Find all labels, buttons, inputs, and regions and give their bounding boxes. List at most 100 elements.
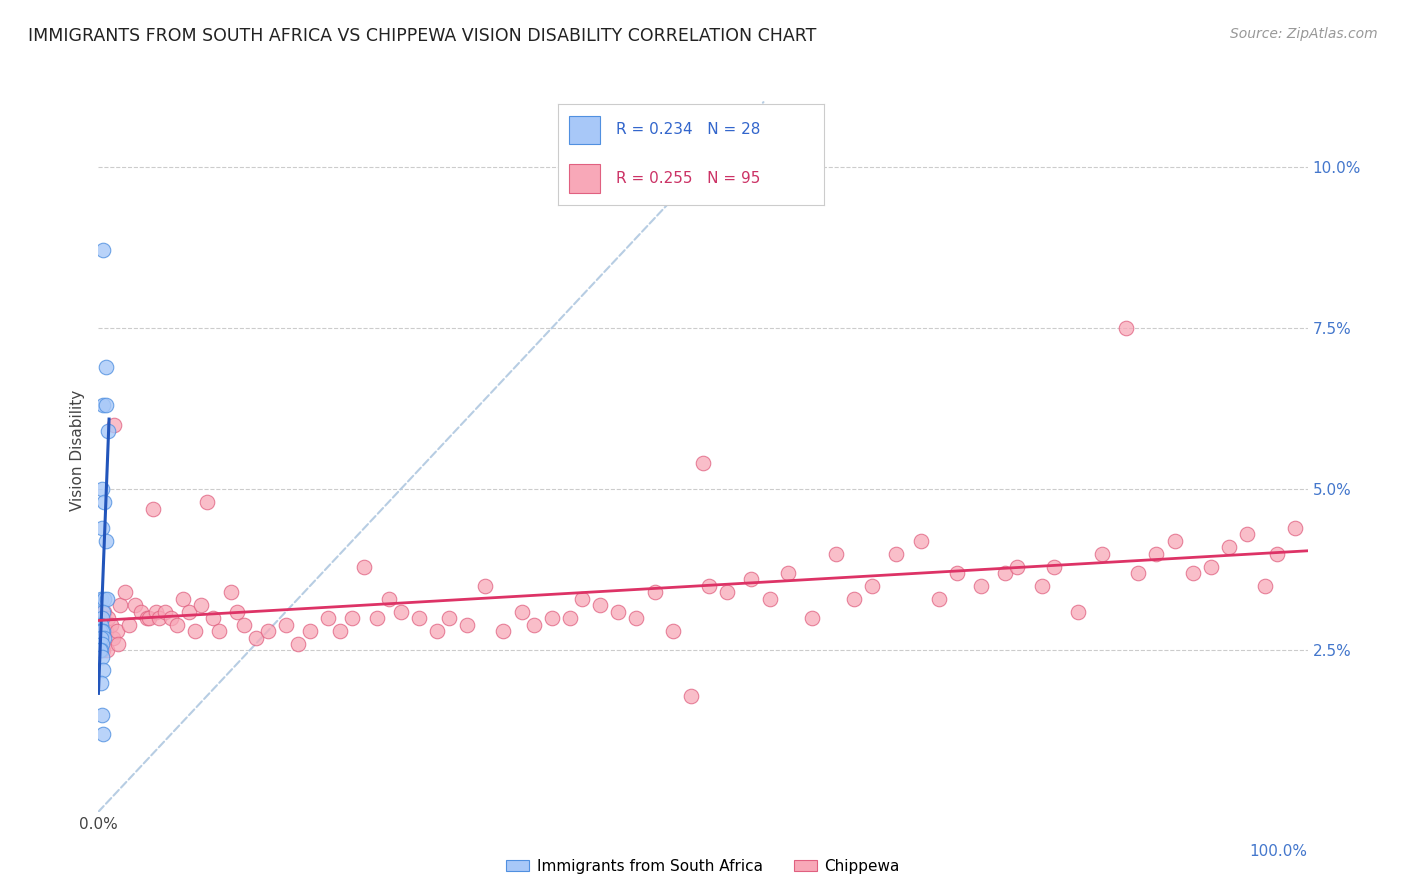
- Point: [91, 643, 114, 657]
- Point: [776, 566, 799, 580]
- Point: [91, 521, 114, 535]
- Point: [860, 579, 883, 593]
- Point: [437, 611, 460, 625]
- Point: [91, 624, 114, 639]
- Point: [93, 495, 115, 509]
- Point: [353, 559, 375, 574]
- Point: [1007, 559, 1029, 574]
- Point: [299, 624, 322, 639]
- Text: Source: ZipAtlas.com: Source: ZipAtlas.com: [1230, 27, 1378, 41]
- Point: [1284, 521, 1306, 535]
- Point: [94, 533, 117, 548]
- Point: [408, 611, 430, 625]
- Point: [184, 624, 207, 639]
- Point: [329, 624, 352, 639]
- Point: [644, 585, 666, 599]
- Point: [91, 624, 114, 639]
- Point: [114, 585, 136, 599]
- Point: [661, 624, 683, 639]
- Point: [179, 605, 201, 619]
- Point: [105, 624, 128, 639]
- Point: [758, 591, 780, 606]
- Point: [148, 611, 170, 625]
- Point: [91, 624, 114, 639]
- Point: [96, 643, 118, 657]
- Point: [1067, 605, 1090, 619]
- Point: [202, 611, 225, 625]
- Point: [129, 605, 152, 619]
- Point: [138, 611, 160, 625]
- Point: [1128, 566, 1150, 580]
- Point: [103, 417, 125, 432]
- Point: [1218, 540, 1240, 554]
- Point: [377, 591, 399, 606]
- Point: [540, 611, 562, 625]
- Point: [91, 611, 114, 625]
- Point: [1254, 579, 1277, 593]
- Point: [679, 689, 702, 703]
- Point: [366, 611, 388, 625]
- Point: [1031, 579, 1053, 593]
- Point: [800, 611, 823, 625]
- Point: [107, 637, 129, 651]
- Point: [994, 566, 1017, 580]
- Point: [97, 424, 120, 438]
- Point: [886, 547, 908, 561]
- Point: [90, 617, 112, 632]
- Point: [946, 566, 969, 580]
- Point: [94, 398, 117, 412]
- Point: [692, 456, 714, 470]
- Point: [1267, 547, 1289, 561]
- Point: [124, 599, 146, 613]
- Point: [571, 591, 593, 606]
- Text: 100.0%: 100.0%: [1250, 844, 1308, 859]
- Point: [208, 624, 231, 639]
- Point: [93, 591, 115, 606]
- Point: [91, 398, 114, 412]
- Point: [1115, 321, 1137, 335]
- Point: [195, 495, 218, 509]
- Point: [523, 617, 546, 632]
- Point: [91, 605, 114, 619]
- Point: [160, 611, 183, 625]
- Point: [1163, 533, 1185, 548]
- Point: [142, 501, 165, 516]
- Point: [91, 727, 114, 741]
- Point: [1091, 547, 1114, 561]
- Point: [910, 533, 932, 548]
- Point: [1181, 566, 1204, 580]
- Point: [274, 617, 297, 632]
- Point: [342, 611, 364, 625]
- Point: [91, 482, 114, 496]
- Point: [1236, 527, 1258, 541]
- Point: [101, 631, 124, 645]
- Point: [190, 599, 212, 613]
- Point: [153, 605, 176, 619]
- Point: [245, 631, 267, 645]
- Point: [91, 637, 114, 651]
- Point: [118, 617, 141, 632]
- Point: [94, 624, 117, 639]
- Text: IMMIGRANTS FROM SOUTH AFRICA VS CHIPPEWA VISION DISABILITY CORRELATION CHART: IMMIGRANTS FROM SOUTH AFRICA VS CHIPPEWA…: [28, 27, 817, 45]
- Point: [970, 579, 993, 593]
- Point: [89, 643, 111, 657]
- Point: [91, 708, 114, 723]
- Point: [221, 585, 243, 599]
- Point: [108, 599, 131, 613]
- Point: [510, 605, 533, 619]
- Point: [626, 611, 648, 625]
- Point: [93, 605, 115, 619]
- Point: [456, 617, 478, 632]
- Point: [426, 624, 449, 639]
- Point: [93, 631, 115, 645]
- Point: [1146, 547, 1168, 561]
- Point: [91, 663, 114, 677]
- Point: [96, 591, 118, 606]
- Point: [90, 631, 112, 645]
- Point: [389, 605, 412, 619]
- Point: [91, 649, 114, 664]
- Point: [256, 624, 278, 639]
- Point: [589, 599, 612, 613]
- Point: [697, 579, 720, 593]
- Point: [287, 637, 309, 651]
